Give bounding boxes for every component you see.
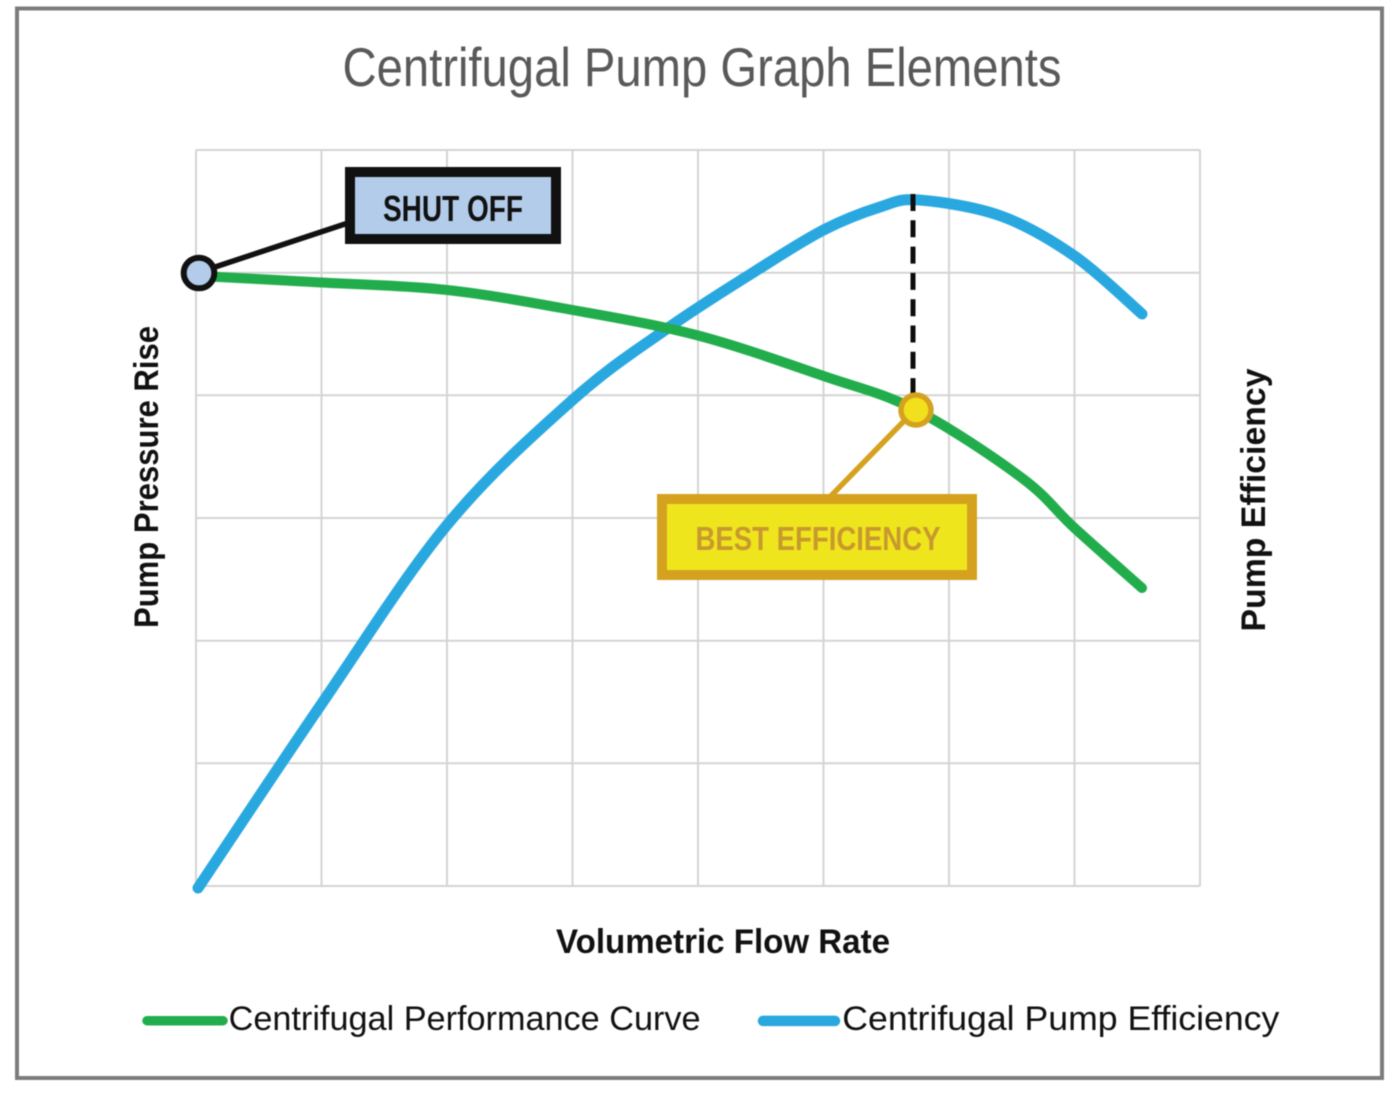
svg-text:Centrifugal Pump Graph Element: Centrifugal Pump Graph Elements <box>343 36 1062 98</box>
svg-text:Pump Pressure Rise: Pump Pressure Rise <box>128 326 166 628</box>
svg-text:SHUT OFF: SHUT OFF <box>383 188 523 229</box>
svg-text:Volumetric Flow Rate: Volumetric Flow Rate <box>556 923 890 961</box>
svg-text:Centrifugal Pump Efficiency: Centrifugal Pump Efficiency <box>842 1000 1279 1038</box>
svg-text:Pump Efficiency: Pump Efficiency <box>1235 368 1273 631</box>
svg-text:Centrifugal Performance Curve: Centrifugal Performance Curve <box>229 1000 701 1038</box>
svg-text:BEST EFFICIENCY: BEST EFFICIENCY <box>696 520 941 557</box>
